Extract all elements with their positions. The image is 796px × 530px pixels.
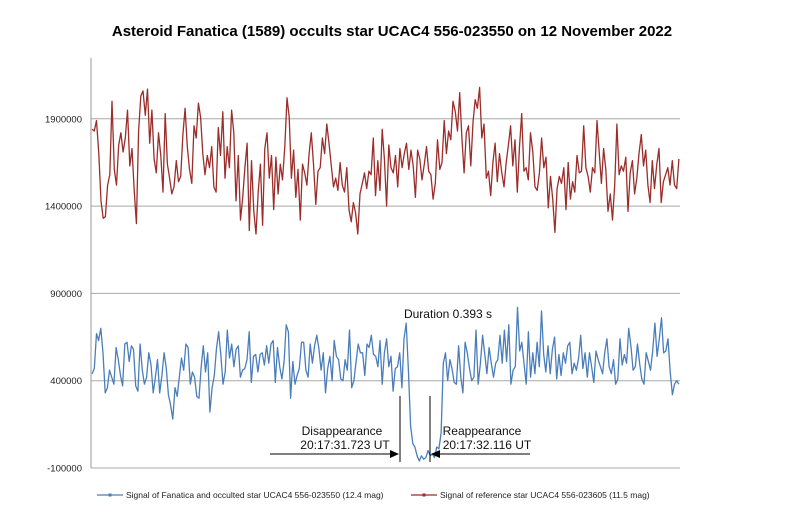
disappearance-arrow-head [390,450,399,458]
chart-title: Asteroid Fanatica (1589) occults star UC… [112,23,672,40]
legend-item-reference: Signal of reference star UCAC4 556-02360… [411,490,650,500]
y-tick-label: 1900000 [45,114,82,125]
series-lines [91,86,680,462]
reappearance-label: Reappearance [443,424,522,438]
y-tick-label: 400000 [50,376,82,387]
legend-label-reference: Signal of reference star UCAC4 556-02360… [440,490,650,500]
legend-label-target: Signal of Fanatica and occulted star UCA… [126,490,384,500]
annotations: Duration 0.393 s Disappearance 20:17:31.… [270,307,532,462]
legend-item-target: Signal of Fanatica and occulted star UCA… [97,490,384,500]
series-line-target [91,306,680,462]
legend-marker-reference [422,493,426,497]
legend: Signal of Fanatica and occulted star UCA… [97,490,650,500]
y-tick-label: 900000 [50,289,82,300]
series-line-reference [91,86,680,235]
reappearance-arrow-head [431,450,440,458]
disappearance-time: 20:17:31.723 UT [300,438,390,452]
y-tick-label: -100000 [47,464,82,475]
y-tick-label: 1400000 [45,202,82,213]
duration-label: Duration 0.393 s [404,307,492,321]
legend-marker-target [108,493,112,497]
y-tick-labels: -100000 400000 900000 1400000 1900000 [45,114,82,474]
disappearance-label: Disappearance [302,424,383,438]
reappearance-time: 20:17:32.116 UT [443,438,532,452]
gridlines [91,118,680,469]
